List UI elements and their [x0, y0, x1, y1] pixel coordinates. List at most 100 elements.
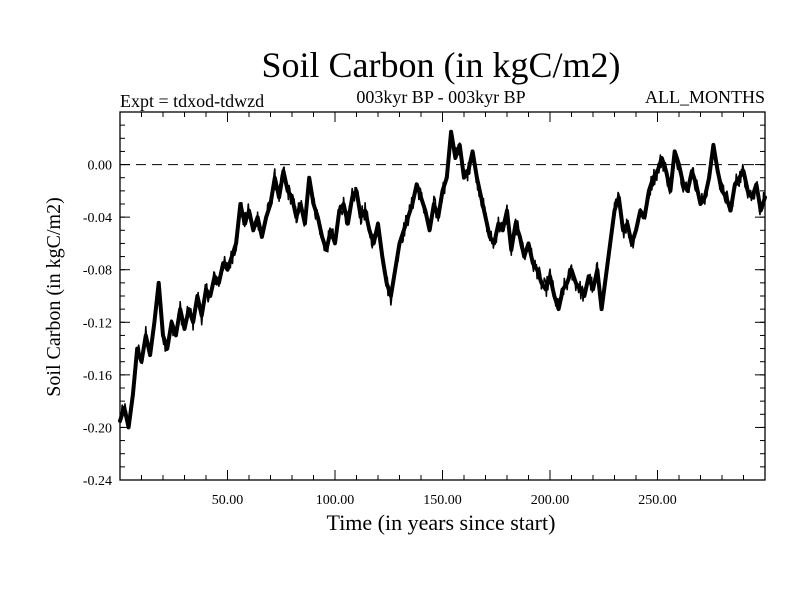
data-point [600, 307, 603, 311]
data-point [712, 143, 715, 147]
data-point [643, 215, 646, 219]
data-point [325, 248, 328, 252]
data-point [548, 275, 552, 278]
data-point [445, 176, 448, 179]
data-point [118, 419, 122, 423]
data-point [449, 130, 453, 133]
experiment-label: Expt = tdxod-tdwzd [120, 91, 264, 111]
data-point [561, 288, 565, 291]
data-point [686, 189, 689, 193]
data-point [746, 189, 749, 193]
data-point [738, 176, 741, 179]
data-point [591, 288, 595, 291]
data-point [161, 334, 165, 337]
data-point [454, 156, 457, 160]
data-point [488, 235, 491, 239]
data-point [604, 275, 608, 278]
data-point [196, 294, 199, 298]
data-point [471, 150, 474, 153]
data-point [574, 281, 577, 285]
data-point [484, 215, 487, 219]
data-point [166, 347, 169, 350]
data-point [351, 196, 354, 199]
data-point [690, 169, 694, 173]
data-point [260, 235, 264, 239]
x-axis-label: Time (in years since start) [327, 510, 556, 535]
data-point [140, 360, 143, 363]
data-point [462, 176, 466, 179]
data-point [669, 189, 672, 193]
data-point [630, 242, 633, 245]
data-point [191, 321, 195, 324]
data-point [209, 294, 212, 298]
data-point [230, 255, 233, 258]
data-point [381, 255, 384, 258]
data-point [333, 242, 337, 245]
data-point [200, 314, 203, 317]
data-point [342, 202, 345, 206]
y-tick-label: 0.00 [88, 159, 113, 174]
data-point [359, 215, 362, 219]
data-point [544, 288, 547, 291]
x-tick-label: 250.00 [638, 493, 677, 508]
data-point [695, 183, 698, 186]
data-point [527, 242, 530, 245]
data-point [187, 307, 190, 311]
data-point [647, 189, 651, 193]
plot-area: 0.00 -0.04 -0.08 -0.12 -0.16 -0.20 -0.24 50.00 1… [83, 111, 767, 508]
data-point [557, 307, 560, 311]
data-point [677, 163, 681, 166]
data-point [428, 229, 431, 232]
data-point [144, 334, 147, 337]
data-point [518, 235, 522, 239]
x-tick-label: 150.00 [423, 493, 462, 508]
data-point [123, 406, 126, 409]
data-point [406, 215, 410, 219]
data-point [497, 222, 500, 225]
data-point [432, 202, 436, 206]
data-point [286, 189, 289, 193]
data-point [566, 281, 569, 285]
data-point [385, 281, 388, 285]
data-point [153, 321, 156, 324]
data-point [329, 229, 332, 232]
data-point [282, 169, 285, 173]
data-point [703, 196, 706, 199]
data-point [239, 202, 242, 206]
data-point [174, 334, 178, 337]
data-point [467, 169, 470, 173]
data-point [170, 321, 173, 324]
data-point [376, 222, 380, 225]
data-point [273, 176, 276, 179]
data-point [148, 353, 152, 357]
x-tick-label: 200.00 [531, 493, 570, 508]
x-tick-label: 100.00 [316, 493, 355, 508]
data-point [441, 189, 444, 193]
data-point [389, 294, 393, 298]
data-point [755, 183, 758, 186]
data-point [501, 229, 504, 232]
y-tick-label: -0.24 [83, 474, 112, 489]
data-point [617, 196, 620, 199]
data-point [639, 209, 642, 212]
data-point [243, 222, 246, 225]
data-point [492, 242, 496, 245]
data-point [312, 202, 315, 206]
data-point [424, 209, 427, 212]
data-point [213, 275, 216, 278]
data-point [458, 143, 461, 147]
data-point [234, 242, 238, 245]
data-point [523, 255, 526, 258]
data-point [609, 242, 612, 245]
data-point [299, 202, 302, 206]
data-point [222, 261, 225, 265]
data-point [368, 229, 371, 232]
data-point [346, 222, 350, 225]
soil-carbon-series-variability [119, 135, 766, 429]
data-point [363, 209, 367, 212]
y-axis-label: Soil Carbon (in kgC/m2) [43, 197, 65, 396]
data-point [626, 222, 629, 225]
data-point [596, 268, 599, 271]
data-point [411, 202, 414, 206]
data-point [303, 222, 307, 225]
